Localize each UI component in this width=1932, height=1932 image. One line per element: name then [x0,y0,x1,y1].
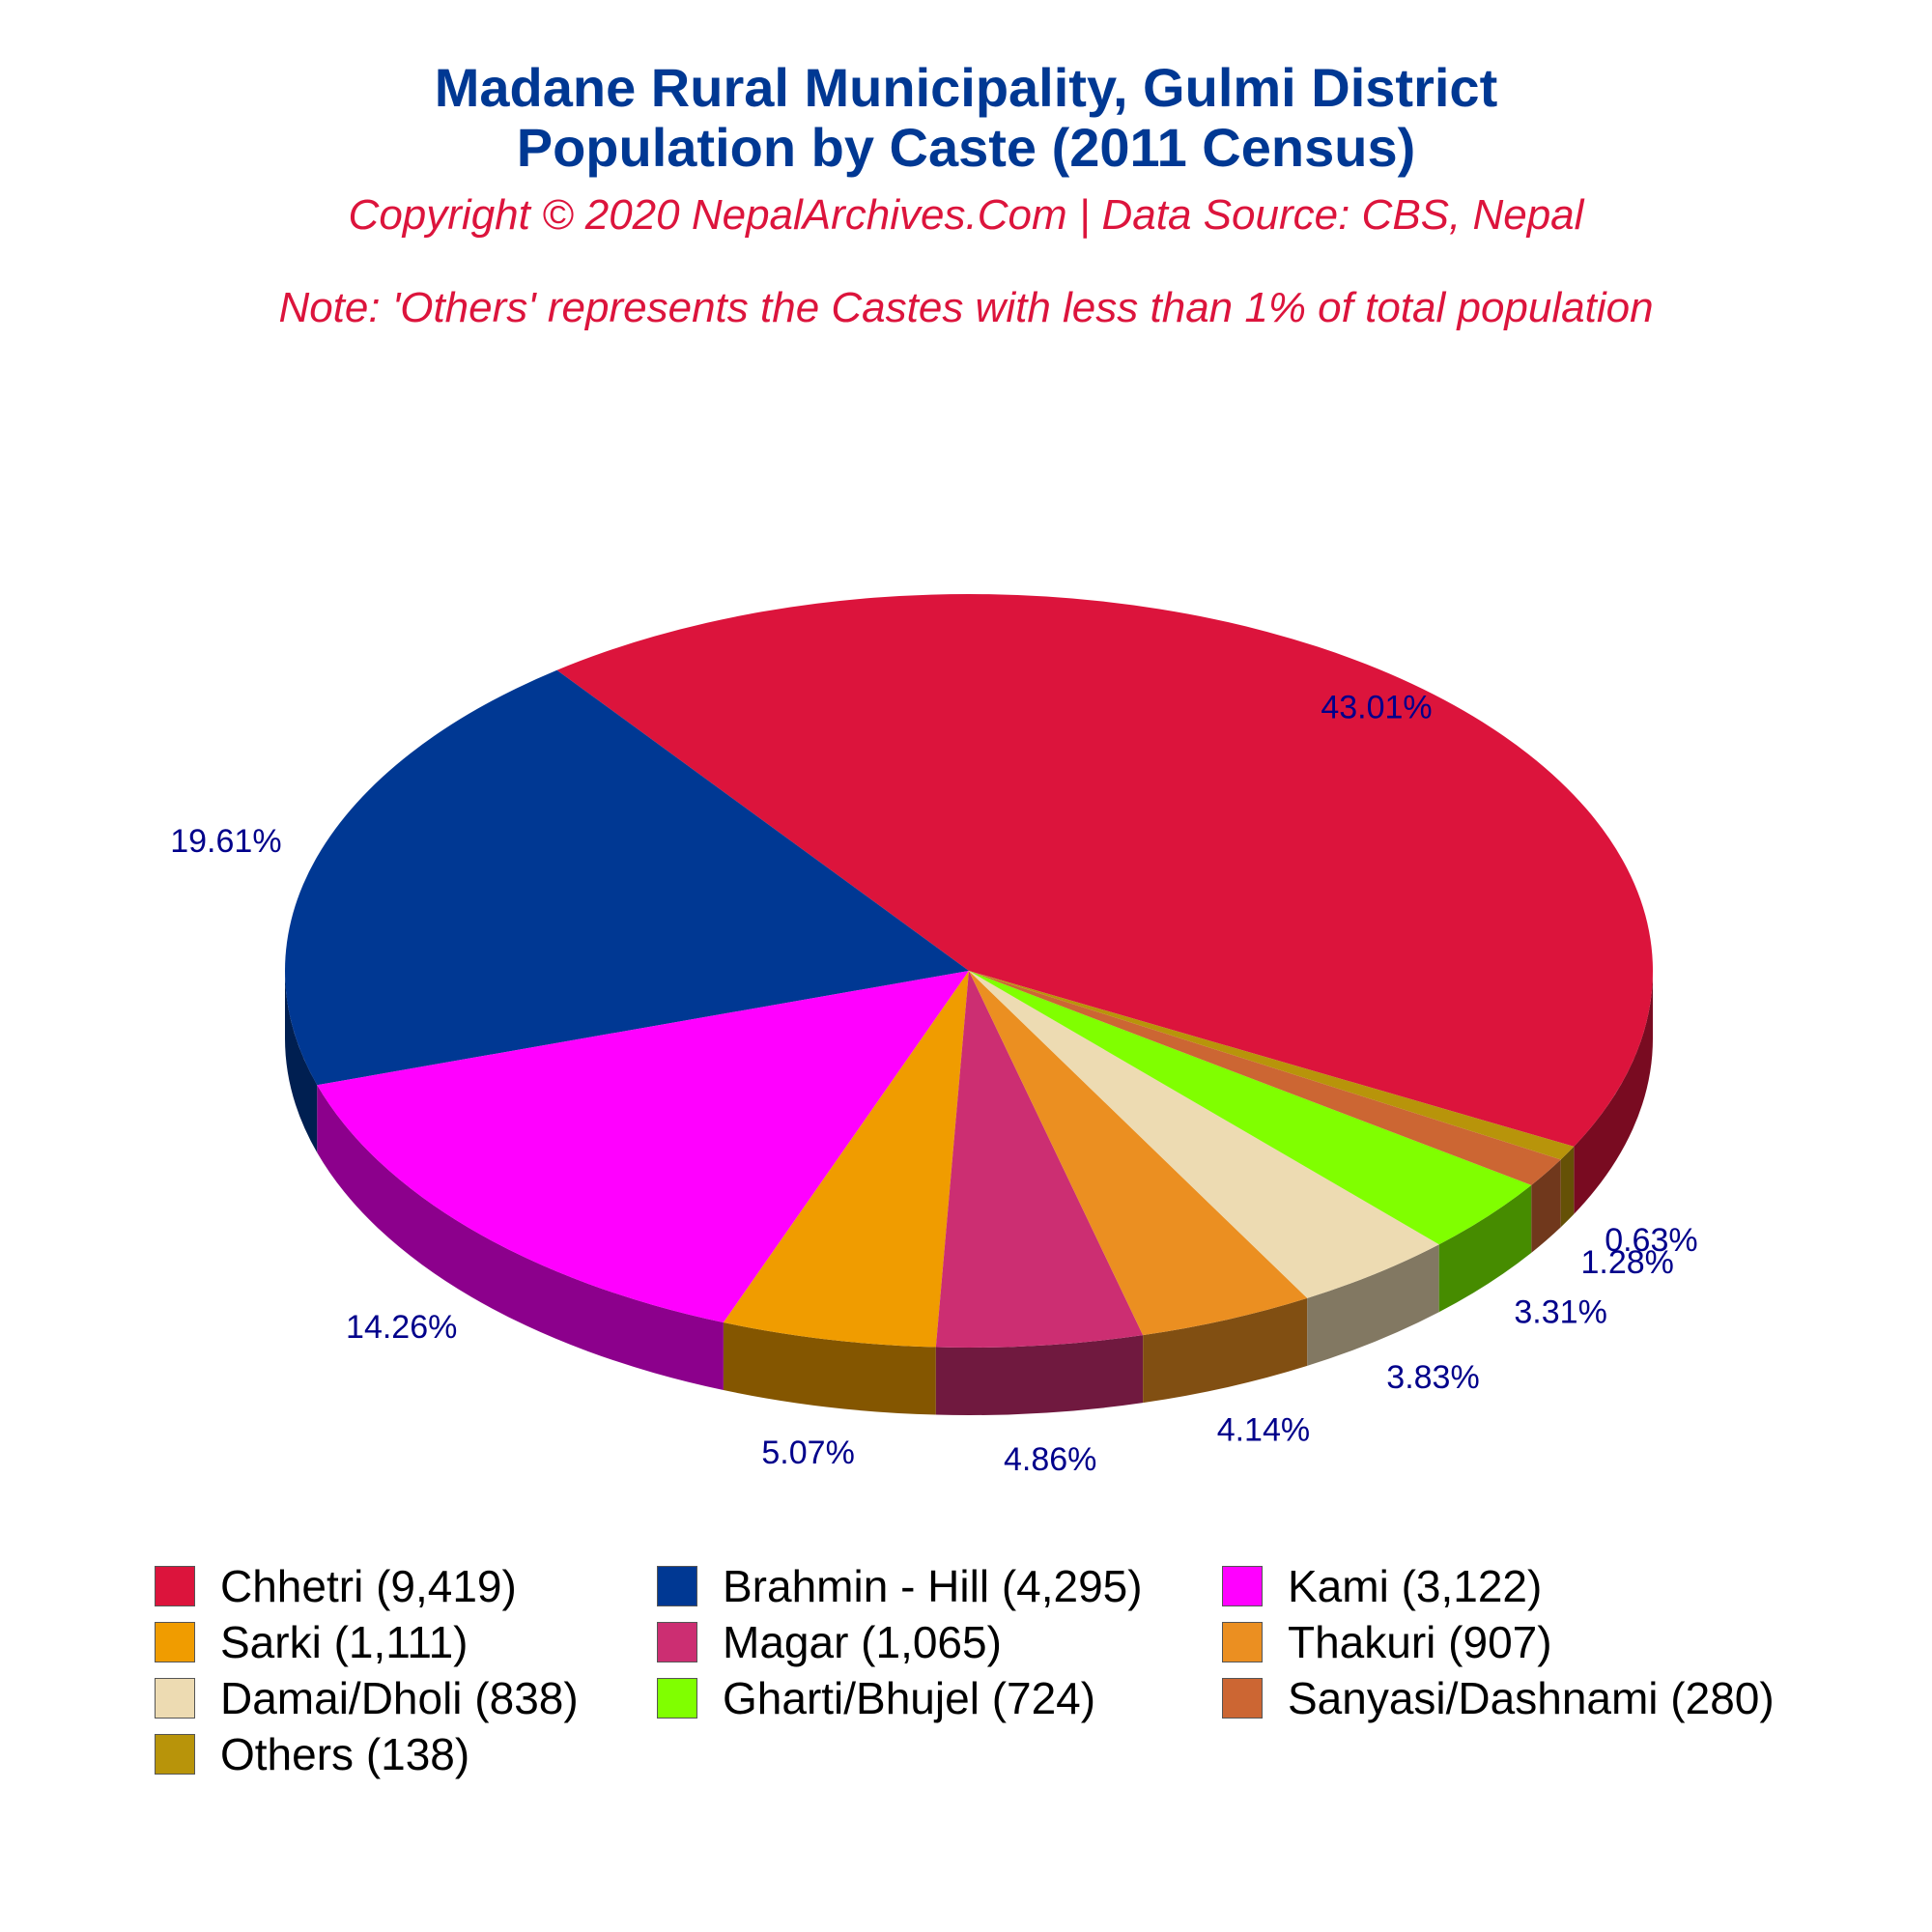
legend-label: Chhetri (9,419) [220,1561,517,1611]
pie-slice-gharti-bhujel [969,971,1532,1245]
legend-label: Brahmin - Hill (4,295) [723,1561,1143,1611]
legend-label: Others (138) [220,1729,470,1779]
legend-item-chhetri: Chhetri (9,419) [155,1560,657,1612]
legend-swatch [1222,1678,1263,1719]
legend-swatch [1222,1622,1263,1662]
chart-subtitle: Copyright © 2020 NepalArchives.Com | Dat… [348,191,1584,239]
legend-item-magar: Magar (1,065) [657,1616,1222,1668]
legend-swatch [155,1622,195,1662]
legend-swatch [657,1678,697,1719]
percent-label-brahmin-hill: 19.61% [170,823,281,860]
pie-side-thakuri [1143,1297,1308,1404]
legend-label: Thakuri (907) [1288,1617,1552,1667]
pie-slice-damai-dholi [969,971,1439,1298]
pie-side-chhetri [1574,971,1654,1214]
pie-slice-thakuri [969,971,1308,1336]
pie-slice-magar [935,971,1144,1348]
legend-item-kami: Kami (3,122) [1222,1560,1802,1612]
legend-swatch [657,1622,697,1662]
pie-slice-kami [317,971,970,1323]
legend-item-thakuri: Thakuri (907) [1222,1616,1802,1668]
percent-label-kami: 14.26% [346,1309,457,1346]
legend-swatch [155,1678,195,1719]
legend-swatch [155,1566,195,1606]
legend-swatch [1222,1566,1263,1606]
legend-label: Magar (1,065) [723,1617,1002,1667]
chart-legend: Chhetri (9,419) Brahmin - Hill (4,295) Kam… [155,1560,1874,1780]
percent-label-damai-dholi: 3.83% [1386,1359,1479,1396]
legend-swatch [657,1566,697,1606]
pie-slice-chhetri [556,594,1654,1147]
percent-label-gharti-bhujel: 3.31% [1514,1294,1606,1331]
legend-item-sarki: Sarki (1,111) [155,1616,657,1668]
pie-side-others [1560,1146,1575,1228]
chart-title-line-1: Madane Rural Municipality, Gulmi Distric… [434,57,1498,118]
legend-label: Damai/Dholi (838) [220,1673,579,1723]
pie-slice-brahmin-hill [285,669,970,1086]
pie-side-sarki [723,1322,936,1415]
legend-item-brahmin-hill: Brahmin - Hill (4,295) [657,1560,1222,1612]
percent-label-chhetri: 43.01% [1321,690,1432,726]
pie-side-damai-dholi [1307,1244,1439,1366]
pie-side-brahmin-hill [285,971,318,1153]
legend-swatch [155,1734,195,1775]
legend-item-others: Others (138) [155,1728,657,1780]
legend-item-gharti-bhujel: Gharti/Bhujel (724) [657,1672,1222,1724]
pie-slice-sanyasi-dashnami [969,971,1561,1185]
legend-label: Gharti/Bhujel (724) [723,1673,1096,1723]
percent-label-sanyasi-dashnami: 1.28% [1580,1244,1673,1281]
percent-label-magar: 4.86% [1004,1441,1096,1478]
legend-item-damai-dholi: Damai/Dholi (838) [155,1672,657,1724]
chart-note: Note: 'Others' represents the Castes wit… [278,284,1654,331]
pie-side-sanyasi-dashnami [1531,1159,1561,1253]
pie-side-magar [935,1335,1144,1415]
legend-label: Kami (3,122) [1288,1561,1543,1611]
legend-item-sanyasi-dashnami: Sanyasi/Dashnami (280) [1222,1672,1802,1724]
percent-label-others: 0.63% [1605,1222,1697,1259]
percent-label-sarki: 5.07% [761,1435,854,1471]
legend-label: Sanyasi/Dashnami (280) [1288,1673,1775,1723]
pie-side-kami [317,1085,724,1391]
pie-side-gharti-bhujel [1438,1184,1532,1313]
chart-header: Madane Rural Municipality, Gulmi Distric… [0,58,1932,332]
pie-slice-others [969,971,1575,1160]
legend-label: Sarki (1,111) [220,1617,469,1667]
percent-label-thakuri: 4.14% [1217,1412,1310,1449]
pie-slice-sarki [723,971,969,1348]
chart-title-line-2: Population by Caste (2011 Census) [516,117,1416,178]
